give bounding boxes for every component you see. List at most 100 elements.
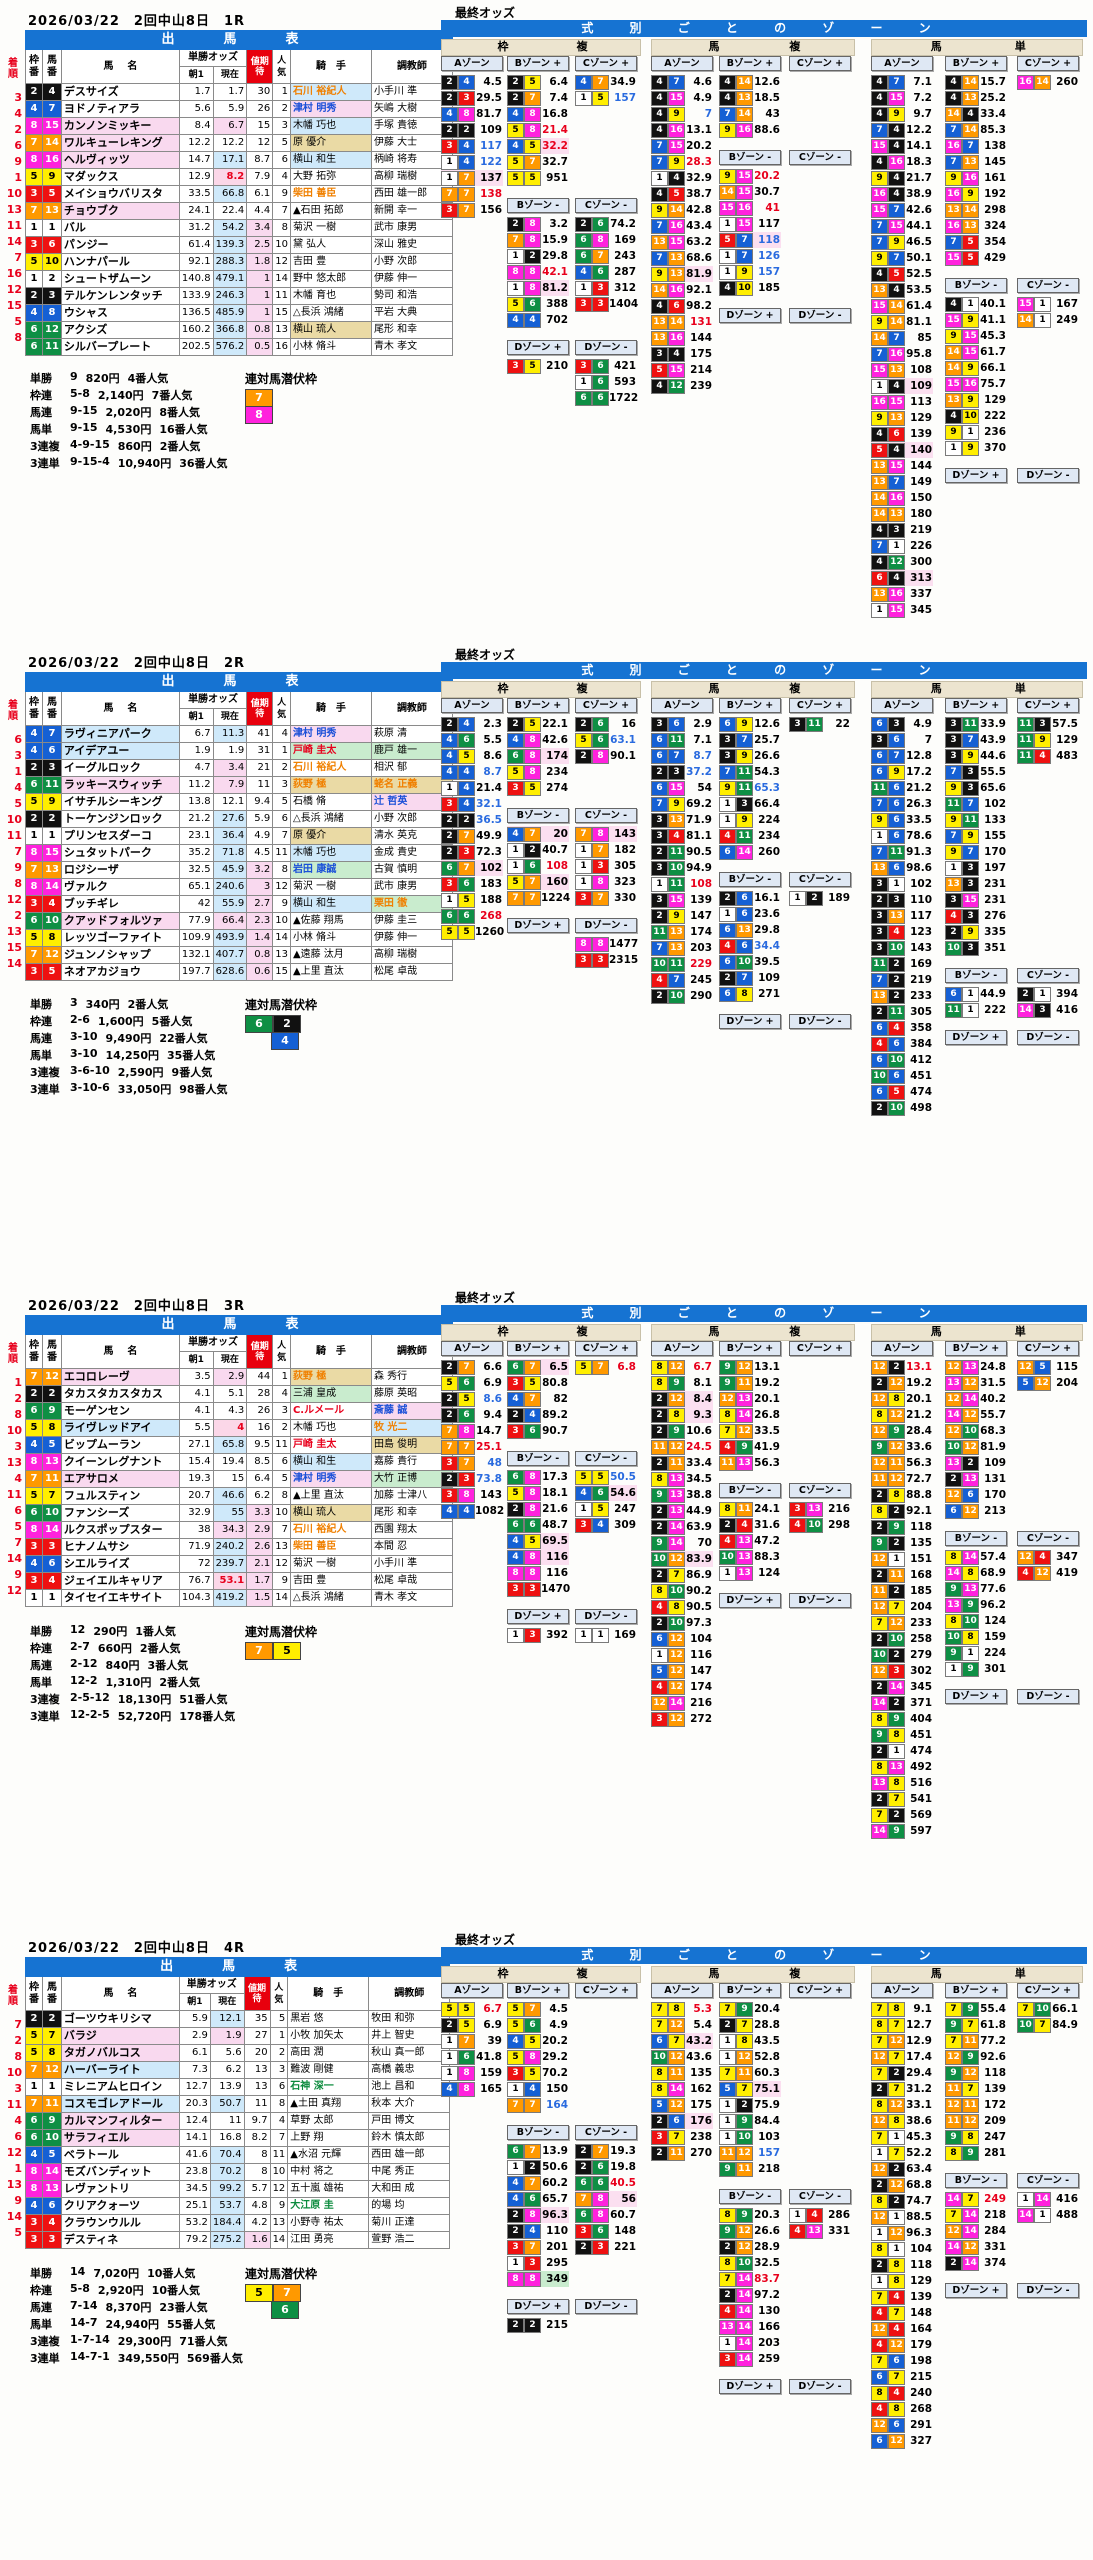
zone-header: Cゾーン - — [1017, 278, 1079, 293]
odds-value: 168 — [910, 1569, 932, 1581]
column-header: 馬番 — [42, 1976, 62, 2011]
zone-column-uma: Bゾーン -9 15 20.2 14 15 30.7 15 16 41 1 15 117 5 7 118 1 7… — [719, 150, 781, 296]
payout-type: 枠連 — [30, 2284, 52, 2297]
bracket-box: 4 — [719, 280, 736, 296]
rank-number: 5 — [14, 315, 22, 328]
odds-value: 16.8 — [542, 108, 568, 120]
zone-odds-row: 6 14 260 — [719, 844, 781, 860]
morning-odds-cell: 15.4 — [178, 1453, 214, 1471]
odds-value: 122 — [480, 156, 502, 168]
table-row: 4 5 ベラトール 41.6 70.4 8 11 ▲水沼 元輝 西田 雄一郎 — [25, 2146, 451, 2164]
odds-value: 86.9 — [686, 1569, 712, 1581]
column-header: 人気 — [272, 691, 291, 726]
bracket-box: 5 — [458, 924, 475, 940]
table-row: 8 13 レヴァントリ 34.5 99.2 5.7 12 五十嵐 雄祐 大和田 成 — [25, 2180, 451, 2198]
zone-odds-row: 7 13 145 — [945, 154, 1007, 170]
bracket-box: 14 — [962, 202, 979, 218]
zone-odds-row: 3 1 102 — [871, 876, 933, 892]
rank-number: 3 — [14, 2082, 22, 2095]
odds-value: 151 — [910, 1553, 932, 1565]
zone-odds-row: 8 10 32.5 — [719, 2255, 781, 2271]
payout-popularity: 35番人気 — [166, 1049, 216, 1062]
zone-odds-row: 7 1 45.3 — [871, 2129, 933, 2145]
jockey-cell: 吉田 豊 — [289, 253, 372, 271]
bracket-box: 6 — [458, 732, 475, 748]
bracket-box: 16 — [962, 170, 979, 186]
popularity-cell: 11 — [272, 844, 291, 862]
zone-odds-row: 2 4 110 — [507, 2223, 569, 2239]
bracket-box: 6 — [888, 2417, 905, 2433]
bracket-box: 4 — [945, 74, 962, 90]
bracket-box: 4 — [651, 74, 668, 90]
bracket-box: 2 — [871, 1487, 888, 1503]
horse-name-cell: カンノンミッキー — [60, 117, 180, 135]
current-odds-cell: 493.9 — [212, 929, 248, 947]
bracket-box: 12 — [945, 2097, 962, 2113]
zone-header: Dゾーン - — [789, 1593, 851, 1608]
payout-amount: 7,020円 — [93, 2267, 140, 2280]
bracket-box: 5 — [507, 2049, 524, 2065]
zone-odds-row: 7 6 198 — [871, 2353, 933, 2369]
zone-header: Aゾーン — [651, 698, 713, 713]
bracket-number-cell: 4 — [25, 725, 43, 743]
bet-type-char: 複 — [576, 1325, 588, 1338]
bracket-box: 2 — [441, 716, 458, 732]
zone-odds-row: 2 13 131 — [945, 1471, 1007, 1487]
zone-odds-row: 6 6 1722 — [575, 390, 638, 406]
bet-type-char: 単 — [1014, 1325, 1026, 1338]
bracket-box: 2 — [507, 74, 524, 90]
zone-header: Cゾーン - — [789, 150, 851, 165]
morning-odds-cell: 76.7 — [178, 1572, 214, 1590]
zone-odds-row: 2 7 541 — [871, 1791, 933, 1807]
odds-value: 156 — [480, 204, 502, 216]
zone-odds-row: 4 12 419 — [1017, 1565, 1079, 1581]
bracket-box: 2 — [507, 1407, 524, 1423]
bracket-box: 5 — [441, 2001, 458, 2017]
zone-column-waku: Dゾーン +1 3 392 — [507, 1609, 569, 1643]
bracket-box: 14 — [962, 1391, 979, 1407]
odds-value: 951 — [546, 172, 568, 184]
zone-odds-row: 13 14 131 — [651, 314, 713, 330]
bracket-box: 4 — [651, 122, 668, 138]
bracket-box: 10 — [719, 1549, 736, 1565]
payout-amount: 2,590円 — [117, 1066, 164, 1079]
bracket-box: 6 — [888, 426, 905, 442]
bracket-box: 3 — [592, 952, 609, 968]
zone-odds-row: 6 9 17.2 — [871, 764, 933, 780]
current-odds-cell: 240.2 — [212, 1538, 248, 1556]
bracket-box: 8 — [736, 2033, 753, 2049]
current-odds-cell: 65.8 — [212, 1436, 248, 1454]
zone-odds-row: 4 10 185 — [719, 280, 781, 296]
current-odds-cell: 66.4 — [212, 912, 248, 930]
odds-value: 91.3 — [906, 846, 932, 858]
zone-odds-row: 4 7 34.9 — [575, 74, 637, 90]
current-odds-cell: 36.4 — [212, 827, 248, 845]
odds-value: 34.4 — [754, 940, 780, 952]
zone-odds-row: 4 3 276 — [945, 908, 1007, 924]
bracket-box: 11 — [1017, 732, 1034, 748]
zone-column-waku: Bゾーン +2 5 22.1 4 8 42.6 6 8 174 5 8 234 3 5 274 — [507, 698, 569, 796]
bracket-box: 11 — [736, 764, 753, 780]
bracket-box: 7 — [888, 2017, 905, 2033]
zone-odds-row: 3 12 272 — [651, 1711, 713, 1727]
bracket-box: 7 — [524, 90, 541, 106]
bracket-box: 8 — [945, 1549, 962, 1565]
column-header: 単勝オッズ — [178, 1976, 245, 1994]
zone-odds-row: 2 11 168 — [871, 1567, 933, 1583]
bracket-box: 1 — [789, 890, 806, 906]
zone-header: Aゾーン — [441, 56, 503, 71]
odds-value: 97.2 — [754, 2289, 780, 2301]
horse-number-cell: 13 — [42, 2180, 62, 2198]
morning-odds-cell: 72 — [178, 1555, 214, 1573]
odds-value: 74.2 — [610, 218, 636, 230]
bracket-box: 16 — [945, 218, 962, 234]
zone-column-uma: Bゾーン -8 9 20.3 9 12 26.6 2 12 28.9 8 10 32.5 7 14 83.7… — [719, 2189, 781, 2367]
bracket-box: 16 — [668, 282, 685, 298]
zone-header: Bゾーン - — [507, 808, 569, 823]
column-header: 調教師 — [370, 49, 453, 84]
zone-odds-row: 3 3 1470 — [507, 1581, 570, 1597]
zone-odds-row: 6 6 40.5 — [575, 2175, 637, 2191]
bracket-box: 9 — [719, 168, 736, 184]
zone-odds-row: 1 9 301 — [945, 1661, 1007, 1677]
bet-type-header: 馬単 — [871, 39, 1083, 56]
